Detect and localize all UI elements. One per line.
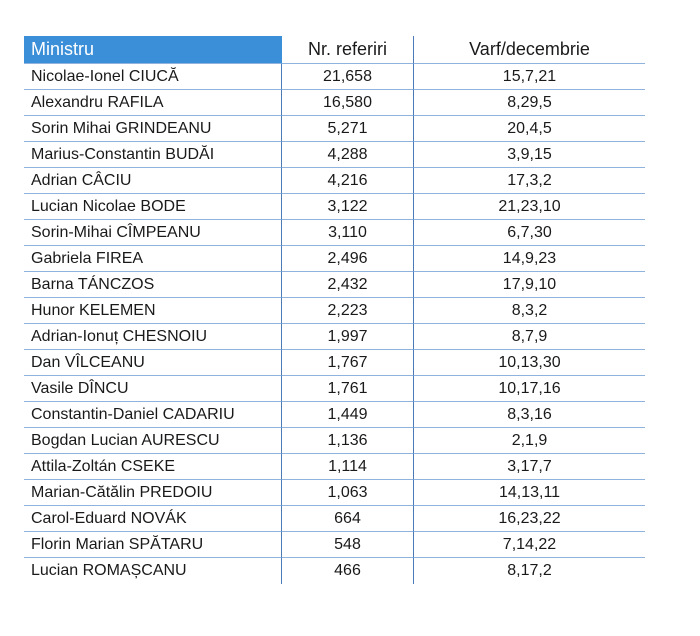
mention-count: 5,271	[282, 116, 414, 142]
table-row: Sorin-Mihai CÎMPEANU 3,110 6,7,30	[24, 220, 645, 246]
mention-count: 1,136	[282, 428, 414, 454]
minister-name: Carol-Eduard NOVÁK	[24, 506, 282, 532]
peak-dates: 10,13,30	[414, 350, 645, 376]
minister-name: Adrian CÂCIU	[24, 168, 282, 194]
peak-dates: 16,23,22	[414, 506, 645, 532]
mention-count: 1,063	[282, 480, 414, 506]
minister-name: Constantin-Daniel CADARIU	[24, 402, 282, 428]
minister-name: Marius-Constantin BUDĂI	[24, 142, 282, 168]
mention-count: 1,767	[282, 350, 414, 376]
mention-count: 664	[282, 506, 414, 532]
table-row: Nicolae-Ionel CIUCĂ 21,658 15,7,21	[24, 64, 645, 90]
minister-name: Bogdan Lucian AURESCU	[24, 428, 282, 454]
mention-count: 1,761	[282, 376, 414, 402]
table-row: Adrian CÂCIU 4,216 17,3,2	[24, 168, 645, 194]
minister-name: Barna TÁNCZOS	[24, 272, 282, 298]
peak-dates: 8,7,9	[414, 324, 645, 350]
peak-dates: 14,13,11	[414, 480, 645, 506]
table-row: Constantin-Daniel CADARIU 1,449 8,3,16	[24, 402, 645, 428]
table-row: Carol-Eduard NOVÁK 664 16,23,22	[24, 506, 645, 532]
table-row: Dan VÎLCEANU 1,767 10,13,30	[24, 350, 645, 376]
peak-dates: 3,9,15	[414, 142, 645, 168]
table-row: Vasile DÎNCU 1,761 10,17,16	[24, 376, 645, 402]
minister-name: Florin Marian SPĂTARU	[24, 532, 282, 558]
mention-count: 1,114	[282, 454, 414, 480]
mention-count: 4,216	[282, 168, 414, 194]
table-body: Nicolae-Ionel CIUCĂ 21,658 15,7,21 Alexandr…	[24, 64, 645, 584]
mention-count: 1,449	[282, 402, 414, 428]
table-row: Attila-Zoltán CSEKE 1,114 3,17,7	[24, 454, 645, 480]
peak-dates: 8,3,16	[414, 402, 645, 428]
minister-name: Dan VÎLCEANU	[24, 350, 282, 376]
table-row: Lucian Nicolae BODE 3,122 21,23,10	[24, 194, 645, 220]
minister-name: Adrian-Ionuț CHESNOIU	[24, 324, 282, 350]
mention-count: 2,496	[282, 246, 414, 272]
mention-count: 16,580	[282, 90, 414, 116]
minister-name: Sorin Mihai GRINDEANU	[24, 116, 282, 142]
mention-count: 1,997	[282, 324, 414, 350]
table-row: Gabriela FIREA 2,496 14,9,23	[24, 246, 645, 272]
table-row: Alexandru RAFILA 16,580 8,29,5	[24, 90, 645, 116]
table-row: Lucian ROMAȘCANU 466 8,17,2	[24, 558, 645, 584]
mention-count: 21,658	[282, 64, 414, 90]
header-ministru: Ministru	[24, 36, 282, 64]
peak-dates: 21,23,10	[414, 194, 645, 220]
table-row: Marian-Cătălin PREDOIU 1,063 14,13,11	[24, 480, 645, 506]
minister-name: Attila-Zoltán CSEKE	[24, 454, 282, 480]
peak-dates: 17,9,10	[414, 272, 645, 298]
header-nr-referiri: Nr. referiri	[282, 36, 414, 64]
minister-name: Marian-Cătălin PREDOIU	[24, 480, 282, 506]
minister-name: Sorin-Mihai CÎMPEANU	[24, 220, 282, 246]
peak-dates: 3,17,7	[414, 454, 645, 480]
peak-dates: 7,14,22	[414, 532, 645, 558]
mention-count: 3,110	[282, 220, 414, 246]
peak-dates: 17,3,2	[414, 168, 645, 194]
peak-dates: 10,17,16	[414, 376, 645, 402]
minister-name: Lucian Nicolae BODE	[24, 194, 282, 220]
table-row: Sorin Mihai GRINDEANU 5,271 20,4,5	[24, 116, 645, 142]
minister-name: Alexandru RAFILA	[24, 90, 282, 116]
mention-count: 2,432	[282, 272, 414, 298]
table-row: Florin Marian SPĂTARU 548 7,14,22	[24, 532, 645, 558]
header-varf-decembrie: Varf/decembrie	[414, 36, 645, 64]
table-row: Adrian-Ionuț CHESNOIU 1,997 8,7,9	[24, 324, 645, 350]
mention-count: 548	[282, 532, 414, 558]
table-row: Hunor KELEMEN 2,223 8,3,2	[24, 298, 645, 324]
mention-count: 3,122	[282, 194, 414, 220]
minister-name: Gabriela FIREA	[24, 246, 282, 272]
peak-dates: 8,3,2	[414, 298, 645, 324]
peak-dates: 20,4,5	[414, 116, 645, 142]
peak-dates: 15,7,21	[414, 64, 645, 90]
peak-dates: 8,17,2	[507, 562, 552, 579]
table-row: Marius-Constantin BUDĂI 4,288 3,9,15	[24, 142, 645, 168]
ministers-table: Ministru Nr. referiri Varf/decembrie Nic…	[24, 36, 645, 584]
table-row: Bogdan Lucian AURESCU 1,136 2,1,9	[24, 428, 645, 454]
mention-count: 2,223	[282, 298, 414, 324]
peak-dates: 14,9,23	[414, 246, 645, 272]
mention-count: 466	[282, 558, 414, 584]
minister-name: Nicolae-Ionel CIUCĂ	[24, 64, 282, 90]
peak-dates: 8,29,5	[414, 90, 645, 116]
table-header-row: Ministru Nr. referiri Varf/decembrie	[24, 36, 645, 64]
mention-count: 4,288	[282, 142, 414, 168]
minister-name: Lucian ROMAȘCANU	[24, 558, 282, 584]
table-row: Barna TÁNCZOS 2,432 17,9,10	[24, 272, 645, 298]
peak-dates: 6,7,30	[414, 220, 645, 246]
minister-name: Vasile DÎNCU	[24, 376, 282, 402]
minister-name: Hunor KELEMEN	[24, 298, 282, 324]
peak-dates: 2,1,9	[414, 428, 645, 454]
